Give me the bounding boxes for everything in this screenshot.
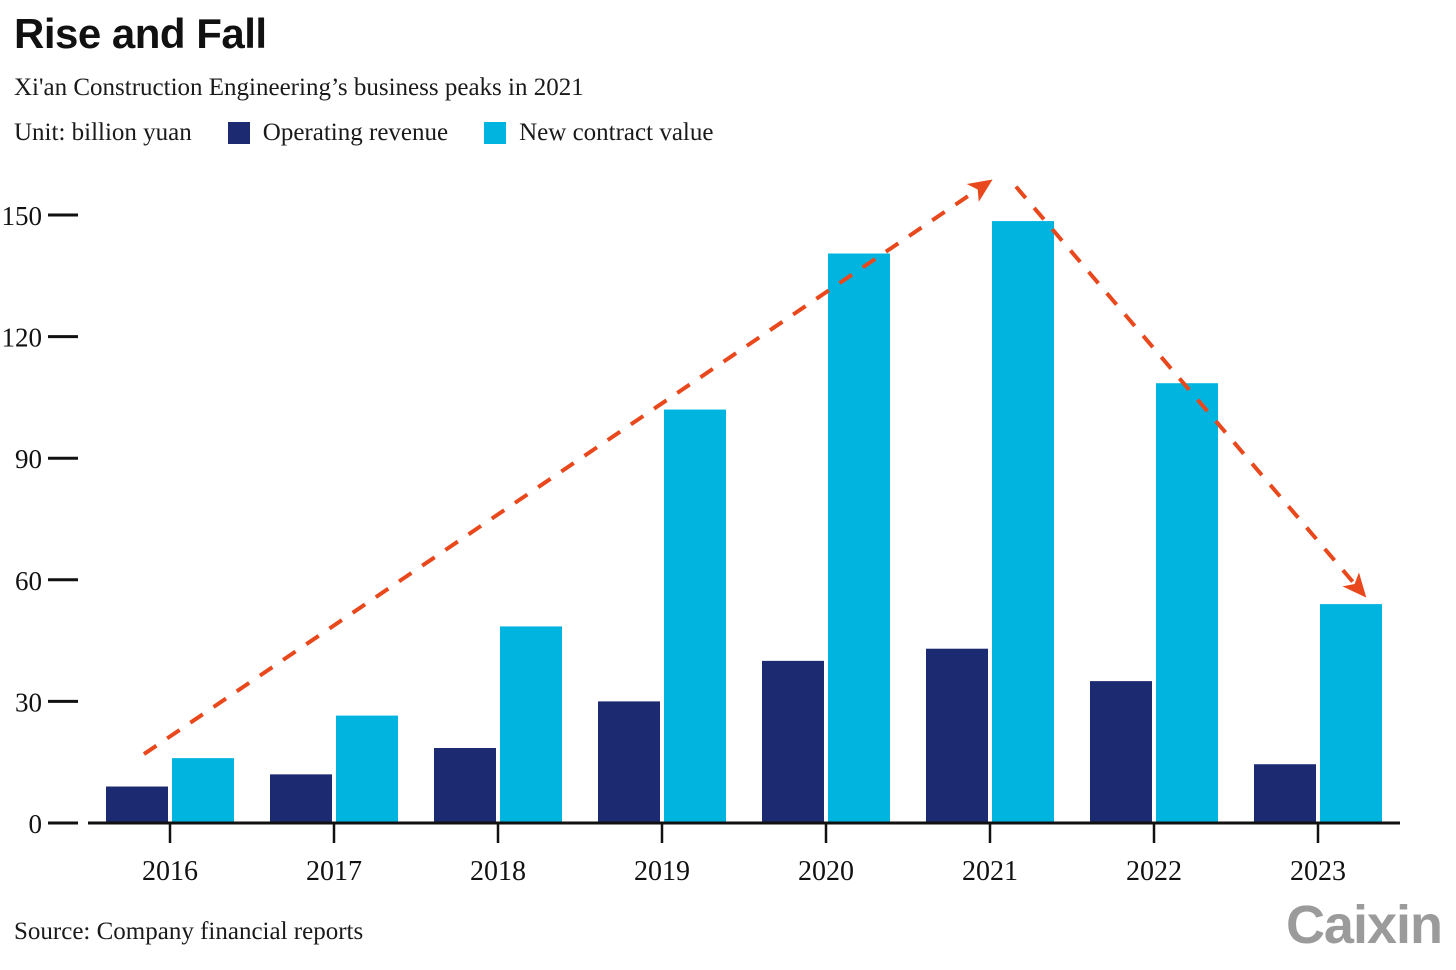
x-tick-label-2023: 2023	[1290, 856, 1346, 887]
x-tick-label-2021: 2021	[962, 856, 1018, 887]
bar-operating-revenue-2023	[1254, 764, 1316, 823]
x-axis: 2016 2017 2018 2019 2020 2021 2022 2023	[88, 821, 1400, 887]
bar-new-contract-value-2023	[1320, 604, 1382, 823]
y-tick-label: 150	[2, 201, 43, 231]
y-axis-ticks: 0 30 60 90 120 150	[2, 201, 78, 839]
bar-new-contract-value-2021	[992, 221, 1054, 823]
bar-operating-revenue-2016	[106, 786, 168, 823]
y-tick-label: 90	[15, 444, 42, 474]
legend-label-new-contract-value: New contract value	[519, 119, 714, 147]
annotation-arrow-rise	[142, 179, 993, 756]
y-tick-label: 120	[2, 323, 43, 353]
legend-swatch-operating-revenue	[227, 122, 250, 145]
chart-legend: Unit: billion yuan Operating revenue New…	[14, 102, 1434, 147]
caixin-logo: Caixin	[1285, 895, 1443, 955]
bar-operating-revenue-2019	[598, 701, 660, 823]
chart-header: Rise and Fall Xi'an Construction Enginee…	[14, 0, 1434, 147]
annotation-arrow-fall	[1014, 185, 1367, 598]
x-tick-label-2018: 2018	[470, 856, 526, 887]
bar-new-contract-value-2019	[664, 409, 726, 823]
bar-new-contract-value-2016	[172, 758, 234, 823]
bar-operating-revenue-2020	[762, 660, 824, 823]
annotation-arrows	[142, 179, 1367, 756]
bar-operating-revenue-2022	[1090, 681, 1152, 823]
x-tick-label-2016: 2016	[142, 856, 198, 887]
legend-item-new-contract-value: New contract value	[484, 119, 713, 147]
bar-new-contract-value-2020	[828, 253, 890, 824]
y-tick-label: 0	[29, 809, 43, 839]
legend-swatch-new-contract-value	[484, 122, 507, 145]
bar-operating-revenue-2018	[434, 748, 496, 823]
x-tick-label-2022: 2022	[1126, 856, 1182, 887]
unit-label: Unit: billion yuan	[14, 119, 192, 147]
bar-new-contract-value-2017	[336, 715, 398, 823]
bar-new-contract-value-2018	[500, 626, 562, 823]
legend-item-operating-revenue: Operating revenue	[227, 119, 449, 147]
x-tick-label-2017: 2017	[306, 856, 362, 887]
legend-label-operating-revenue: Operating revenue	[262, 119, 449, 147]
chart-subtitle: Xi'an Construction Engineering’s busines…	[14, 74, 584, 102]
x-tick-label-2020: 2020	[798, 856, 854, 887]
x-tick-label-2019: 2019	[634, 856, 690, 887]
source-note: Source: Company financial reports	[14, 918, 364, 945]
bar-operating-revenue-2017	[270, 774, 332, 823]
page-title: Rise and Fall	[14, 10, 267, 57]
bar-operating-revenue-2021	[926, 648, 988, 823]
bar-new-contract-value-2022	[1156, 383, 1218, 823]
bar-group	[106, 221, 1382, 824]
y-tick-label: 30	[15, 687, 42, 717]
y-tick-label: 60	[15, 566, 42, 596]
